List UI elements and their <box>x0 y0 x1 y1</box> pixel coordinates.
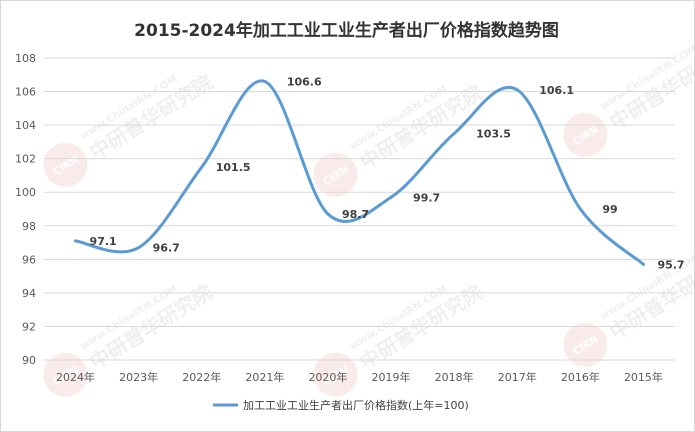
y-tick-label: 92 <box>22 320 36 333</box>
data-label: 97.1 <box>90 235 117 248</box>
x-tick-label: 2021年 <box>245 370 284 384</box>
legend: 加工工业工业生产者出厂价格指数(上年=100) <box>213 398 469 412</box>
x-axis-ticks: 2024年 2023年 2022年 2021年 2020年 2019年 2018年 2017年… <box>56 370 663 384</box>
data-point <box>326 212 330 216</box>
data-label: 101.5 <box>216 161 251 174</box>
x-tick-label: 2015年 <box>624 370 663 384</box>
x-tick-label: 2022年 <box>182 370 221 384</box>
y-tick-label: 100 <box>15 186 36 199</box>
gridlines <box>44 57 675 361</box>
y-tick-label: 108 <box>15 52 36 65</box>
data-label: 99.7 <box>413 191 440 204</box>
data-labels: 97.1 96.7 101.5 106.6 98.7 99.7 103.5 106.1 99 95… <box>90 75 685 271</box>
x-tick-label: 2020年 <box>308 370 347 384</box>
y-axis-ticks: 108 106 104 102 100 98 96 94 92 90 <box>15 52 36 367</box>
watermark-badge <box>43 352 88 397</box>
y-tick-label: 106 <box>15 86 36 99</box>
y-tick-label: 94 <box>22 287 36 300</box>
watermark-badge <box>43 142 88 187</box>
data-point <box>389 195 393 199</box>
y-tick-label: 96 <box>22 253 36 266</box>
data-label: 96.7 <box>153 242 180 255</box>
data-point <box>578 207 582 211</box>
data-point <box>137 246 141 250</box>
data-label: 106.1 <box>539 84 574 97</box>
y-tick-label: 102 <box>15 153 36 166</box>
watermark-badge <box>313 352 358 397</box>
data-point <box>200 165 204 169</box>
data-point <box>74 239 78 243</box>
data-point <box>263 79 267 83</box>
x-tick-label: 2016年 <box>561 370 600 384</box>
x-tick-label: 2019年 <box>372 370 411 384</box>
chart-title: 2015-2024年加工工业工业生产者出厂价格指数趋势图 <box>134 21 559 41</box>
data-label: 106.6 <box>287 75 322 88</box>
legend-label: 加工工业工业生产者出厂价格指数(上年=100) <box>243 398 469 412</box>
data-point <box>452 132 456 135</box>
data-point <box>641 262 645 266</box>
y-tick-label: 90 <box>22 354 36 367</box>
x-tick-label: 2018年 <box>435 370 474 384</box>
data-label: 98.7 <box>342 208 369 221</box>
watermark-badge <box>563 112 608 157</box>
data-label: 99 <box>602 203 617 216</box>
data-label: 95.7 <box>657 258 684 271</box>
watermark-badge <box>313 152 358 197</box>
data-label: 103.5 <box>476 128 511 141</box>
data-point <box>515 88 519 92</box>
series-layer <box>74 79 645 266</box>
y-tick-label: 98 <box>22 220 36 233</box>
watermark-badge <box>563 322 608 367</box>
x-tick-label: 2017年 <box>498 370 537 384</box>
series-line <box>74 79 645 266</box>
x-tick-label: 2024年 <box>56 370 95 384</box>
x-tick-label: 2023年 <box>119 370 158 384</box>
y-tick-label: 104 <box>15 119 36 132</box>
